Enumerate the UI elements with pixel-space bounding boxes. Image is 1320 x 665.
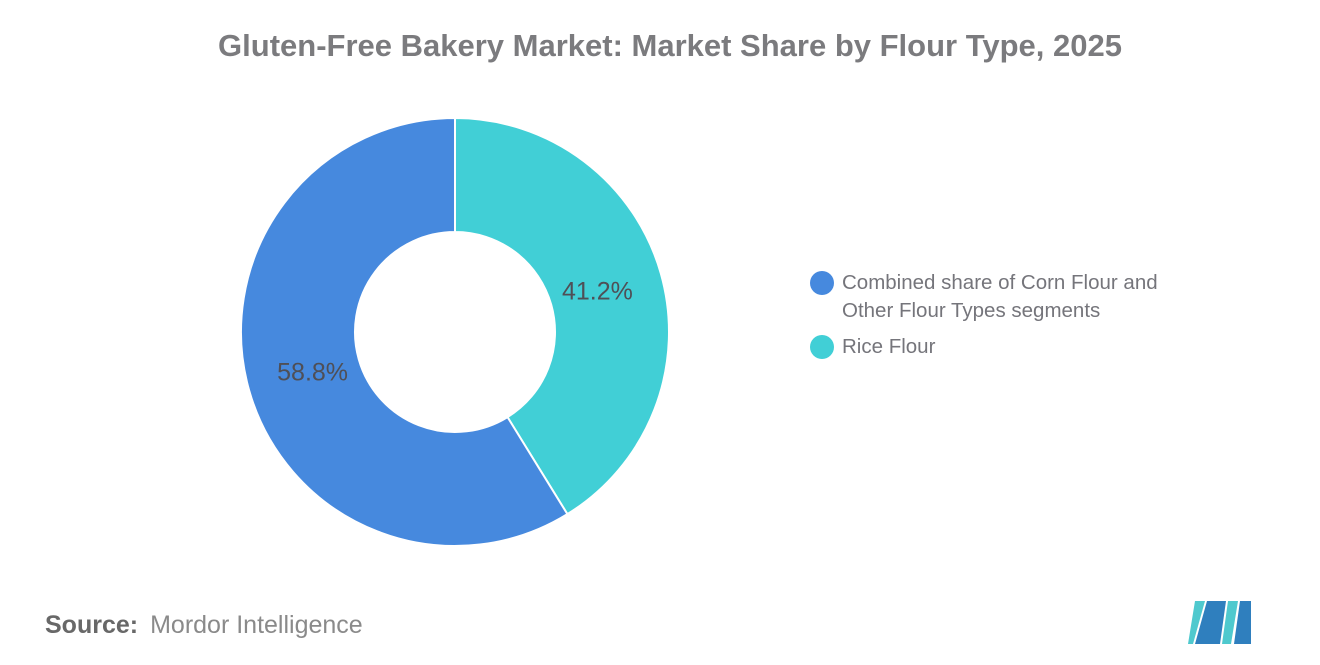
logo-stripe-blue-left [1195, 601, 1226, 644]
source-attribution: Source: Mordor Intelligence [45, 611, 363, 640]
chart-legend: Combined share of Corn Flour and Other F… [810, 269, 1210, 361]
donut-chart[interactable]: 41.2% 58.8% [240, 117, 670, 547]
donut-slice-combined-share-of-corn-flour-a[interactable] [240, 117, 569, 547]
source-value: Mordor Intelligence [150, 611, 363, 639]
logo-stripe-teal-left [1188, 601, 1205, 644]
slice-value-label: 41.2% [562, 278, 633, 306]
donut-slice-rice-flour[interactable] [454, 117, 670, 516]
legend-item-rice-flour[interactable]: Rice Flour [810, 333, 1210, 361]
legend-marker-rice-flour [810, 335, 834, 359]
source-label: Source: [45, 611, 139, 639]
legend-marker-corn-other [810, 271, 834, 295]
legend-label: Rice Flour [842, 335, 936, 358]
logo-stripe-teal-mid [1222, 601, 1238, 644]
mordor-intelligence-logo [1188, 601, 1251, 644]
donut-chart-svg[interactable]: 41.2% 58.8% [240, 117, 670, 547]
page-title: Gluten-Free Bakery Market: Market Share … [218, 28, 1122, 63]
slice-value-label: 58.8% [277, 358, 348, 386]
legend-label: Combined share of Corn Flour and Other F… [842, 271, 1158, 322]
logo-stripe-blue-right [1234, 601, 1251, 644]
legend-item-corn-other[interactable]: Combined share of Corn Flour and Other F… [810, 269, 1210, 325]
